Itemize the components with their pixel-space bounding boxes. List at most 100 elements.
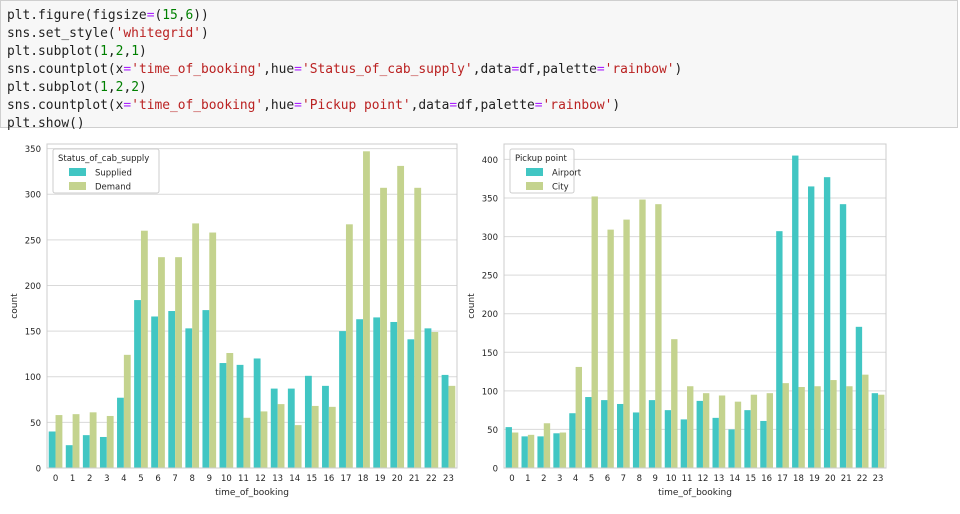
x-tick-label: 13	[272, 474, 283, 484]
bar-supplied-16	[322, 385, 329, 468]
y-tick-label: 50	[487, 426, 498, 436]
y-axis-label: count	[467, 293, 477, 319]
x-tick-label: 10	[666, 474, 677, 484]
bar-city-16	[766, 393, 773, 468]
x-tick-label: 20	[392, 474, 403, 484]
plot-frame	[503, 143, 887, 469]
legend-swatch	[69, 168, 86, 176]
bar-supplied-19	[373, 317, 381, 468]
x-tick-label: 12	[698, 474, 709, 484]
bar-supplied-5	[134, 300, 141, 468]
bar-demand-4	[123, 354, 131, 468]
bar-city-8	[639, 199, 646, 468]
bar-airport-5	[585, 397, 592, 468]
x-tick-label: 16	[761, 474, 772, 484]
bar-demand-10	[226, 353, 234, 468]
x-tick-label: 14	[289, 474, 300, 484]
y-tick-label: 250	[25, 236, 41, 246]
bar-city-15	[750, 394, 758, 468]
x-tick-label: 12	[255, 474, 266, 484]
bar-airport-15	[744, 410, 751, 468]
code-token: 1	[100, 44, 108, 59]
bar-demand-14	[294, 425, 302, 468]
bar-airport-17	[776, 231, 783, 468]
bar-demand-23	[448, 385, 456, 468]
bar-airport-12	[696, 400, 703, 468]
y-tick-label: 200	[482, 310, 498, 320]
y-tick-label: 0	[493, 465, 498, 475]
code-cell[interactable]: plt.figure(figsize=(15,6)) sns.set_style(…	[0, 0, 958, 131]
code-token: plt.subplot(	[7, 44, 101, 59]
code-line: sns.set_style('whitegrid')	[7, 25, 957, 43]
bar-city-19	[814, 386, 821, 468]
bar-supplied-0	[48, 431, 56, 468]
bar-airport-23	[871, 393, 879, 468]
y-tick-label: 100	[482, 387, 498, 397]
bar-airport-7	[617, 403, 624, 468]
bar-airport-20	[823, 177, 831, 468]
code-token: ,hue	[263, 62, 295, 77]
code-token: )	[612, 98, 621, 113]
x-tick-label: 20	[825, 474, 836, 484]
bar-demand-15	[311, 405, 319, 468]
bar-supplied-8	[185, 328, 193, 468]
x-tick-label: 3	[104, 474, 109, 484]
bar-demand-17	[345, 224, 353, 468]
code-token: 2	[115, 44, 124, 59]
bar-demand-0	[55, 415, 63, 468]
bar-city-10	[671, 339, 678, 468]
y-tick-label: 150	[25, 328, 41, 338]
bar-airport-22	[855, 326, 863, 468]
bar-city-2	[543, 423, 551, 468]
x-tick-label: 14	[729, 474, 740, 484]
bar-airport-6	[601, 400, 608, 468]
y-tick-label: 150	[482, 349, 498, 359]
x-tick-label: 7	[621, 474, 626, 484]
bar-city-6	[607, 229, 614, 468]
bar-demand-22	[431, 332, 439, 468]
x-tick-label: 1	[70, 474, 75, 484]
x-tick-label: 21	[841, 474, 852, 484]
code-token: 'time_of_booking'	[131, 98, 264, 113]
code-token: 'whitegrid'	[115, 26, 202, 41]
bar-demand-1	[72, 414, 80, 468]
x-tick-label: 7	[172, 474, 177, 484]
code-token: )	[201, 26, 209, 41]
code-token: ,hue	[263, 98, 295, 113]
x-tick-label: 2	[541, 474, 546, 484]
code-line: sns.countplot(x='time_of_booking',hue='S…	[7, 61, 957, 79]
bar-supplied-9	[202, 310, 210, 468]
code-token: 15	[162, 8, 178, 23]
code-token: 1	[100, 80, 108, 95]
x-tick-label: 19	[375, 474, 386, 484]
x-tick-label: 16	[323, 474, 334, 484]
bar-demand-3	[106, 415, 114, 468]
x-tick-label: 9	[207, 474, 212, 484]
code-token: =	[596, 62, 605, 77]
bar-supplied-23	[441, 374, 449, 468]
bar-supplied-22	[424, 328, 432, 468]
y-tick-label: 250	[482, 272, 498, 282]
bar-city-11	[687, 386, 694, 468]
x-tick-label: 13	[713, 474, 724, 484]
bar-airport-0	[505, 427, 512, 468]
bar-demand-8	[192, 223, 200, 468]
x-tick-label: 11	[238, 474, 249, 484]
bar-city-20	[830, 380, 837, 468]
bar-airport-19	[808, 186, 815, 468]
code-token: =	[123, 98, 132, 113]
code-token: 'rainbow'	[542, 98, 613, 113]
bar-city-3	[559, 432, 567, 468]
legend-title: Status_of_cab_supply	[58, 154, 149, 164]
code-token: ,data	[410, 98, 450, 113]
bar-supplied-6	[151, 316, 159, 468]
bar-airport-13	[712, 417, 719, 468]
code-token: plt.subplot(	[7, 80, 101, 95]
x-tick-label: 18	[358, 474, 369, 484]
bar-city-23	[878, 394, 885, 468]
bar-supplied-14	[287, 388, 295, 468]
bar-city-4	[575, 366, 582, 468]
bar-airport-18	[792, 155, 799, 469]
